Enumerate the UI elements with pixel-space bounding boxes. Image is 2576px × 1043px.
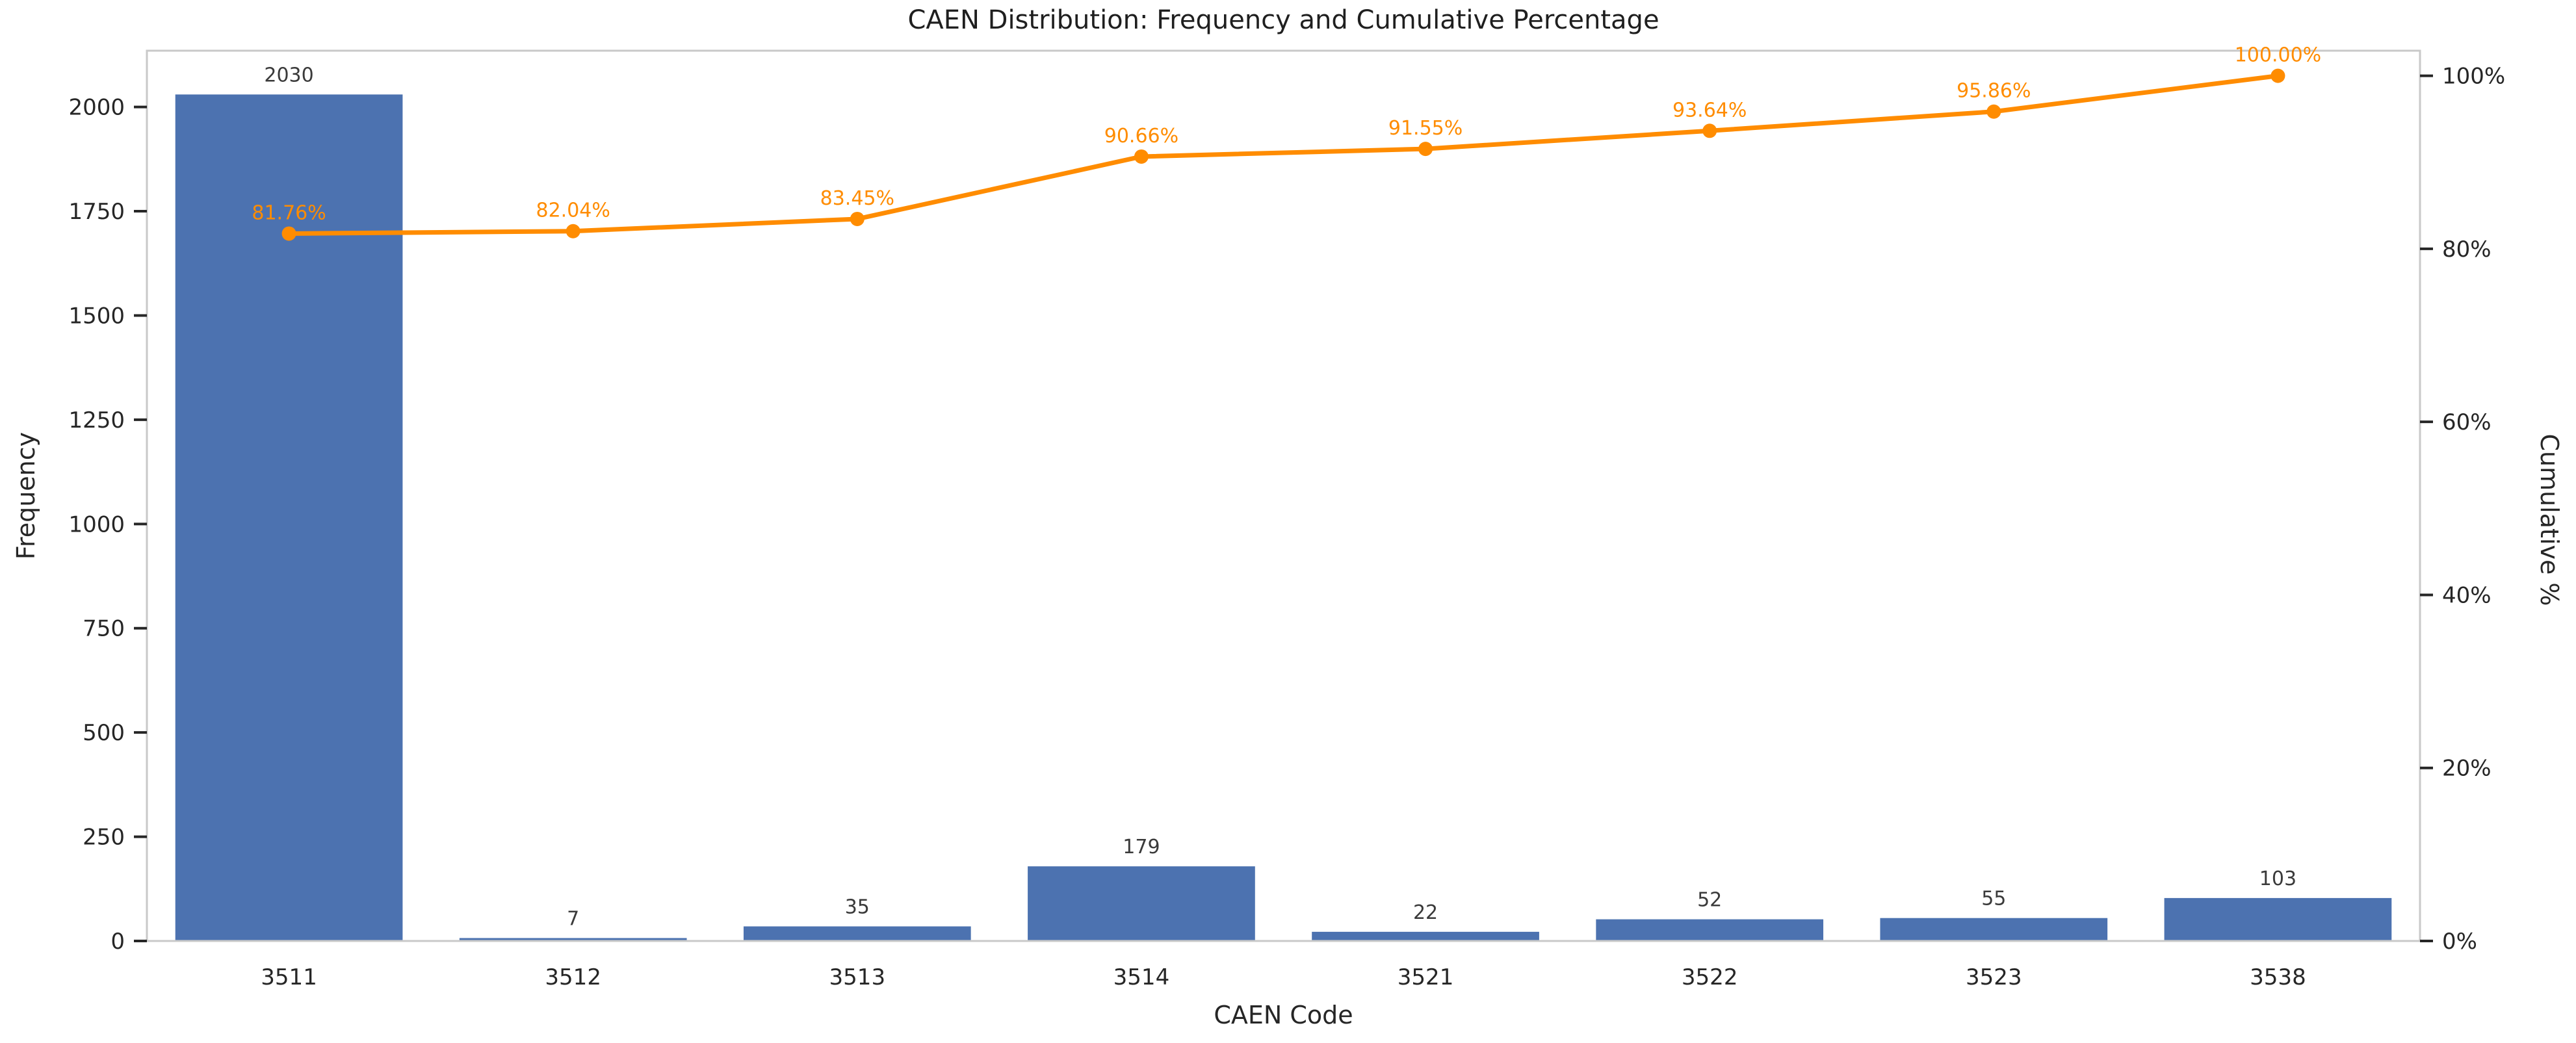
x-tick-label: 3522 (1682, 964, 1738, 990)
y-tick-label-left: 1250 (68, 407, 125, 433)
y-tick-label-left: 1750 (68, 199, 125, 225)
bar-value-label: 179 (1123, 836, 1160, 858)
y-tick-label-right: 40% (2442, 582, 2491, 608)
y-tick-label-left: 250 (83, 825, 125, 851)
bar-value-label: 35 (845, 896, 870, 919)
y-tick-label-left: 2000 (68, 95, 125, 121)
y-tick-label-right: 60% (2442, 409, 2491, 435)
y-tick-label-right: 80% (2442, 237, 2491, 263)
line-marker (850, 211, 865, 226)
bar-value-label: 2030 (264, 64, 313, 86)
cumulative-point-label: 83.45% (820, 187, 894, 210)
bar-value-label: 55 (1981, 888, 2006, 910)
line-marker (1986, 104, 2001, 119)
cumulative-point-label: 95.86% (1957, 80, 2031, 103)
cumulative-point-label: 100.00% (2235, 44, 2321, 67)
x-tick-label: 3538 (2250, 964, 2306, 990)
cumulative-line (287, 73, 2280, 236)
bar-value-label: 52 (1697, 889, 1722, 912)
x-tick-label: 3512 (545, 964, 601, 990)
x-tick-label: 3513 (829, 964, 886, 990)
x-axis-label: CAEN Code (1214, 1001, 1353, 1029)
x-tick-label: 3511 (261, 964, 317, 990)
y-tick-label-right: 20% (2442, 756, 2491, 782)
line-marker (1702, 123, 1717, 138)
bar (2164, 897, 2392, 941)
y-tick-label-right: 100% (2442, 64, 2505, 90)
bar (459, 938, 687, 941)
line-marker (1134, 149, 1149, 164)
line-marker (281, 226, 296, 241)
y-tick-label-right: 0% (2442, 929, 2477, 955)
bar (743, 926, 971, 941)
bar (1028, 866, 1255, 941)
cumulative-point-label: 93.64% (1672, 99, 1747, 122)
y-tick-label-left: 750 (83, 616, 125, 642)
x-tick-label: 3514 (1113, 964, 1170, 990)
y-tick-label-left: 1500 (68, 303, 125, 329)
chart-title: CAEN Distribution: Frequency and Cumulat… (907, 5, 1659, 35)
axes-frame (146, 49, 2421, 942)
x-tick-label: 3523 (1966, 964, 2022, 990)
line-marker (2270, 68, 2285, 83)
cumulative-point-label: 82.04% (536, 200, 610, 222)
y-tick-label-left: 500 (83, 720, 125, 746)
line-marker (1418, 142, 1433, 157)
line-marker (566, 224, 580, 238)
cumulative-point-label: 90.66% (1104, 125, 1178, 148)
bar (1880, 918, 2108, 941)
bar (1596, 919, 1824, 941)
y-tick-label-left: 0 (111, 929, 125, 955)
y-tick-label-left: 1000 (68, 511, 125, 537)
cumulative-point-label: 81.76% (252, 201, 326, 224)
bar-value-label: 22 (1413, 901, 1438, 924)
bar-value-label: 103 (2259, 868, 2296, 890)
bar-value-label: 7 (567, 908, 579, 931)
bar (1312, 931, 1539, 941)
x-tick-label: 3521 (1398, 964, 1454, 990)
cumulative-point-label: 91.55% (1388, 117, 1463, 140)
